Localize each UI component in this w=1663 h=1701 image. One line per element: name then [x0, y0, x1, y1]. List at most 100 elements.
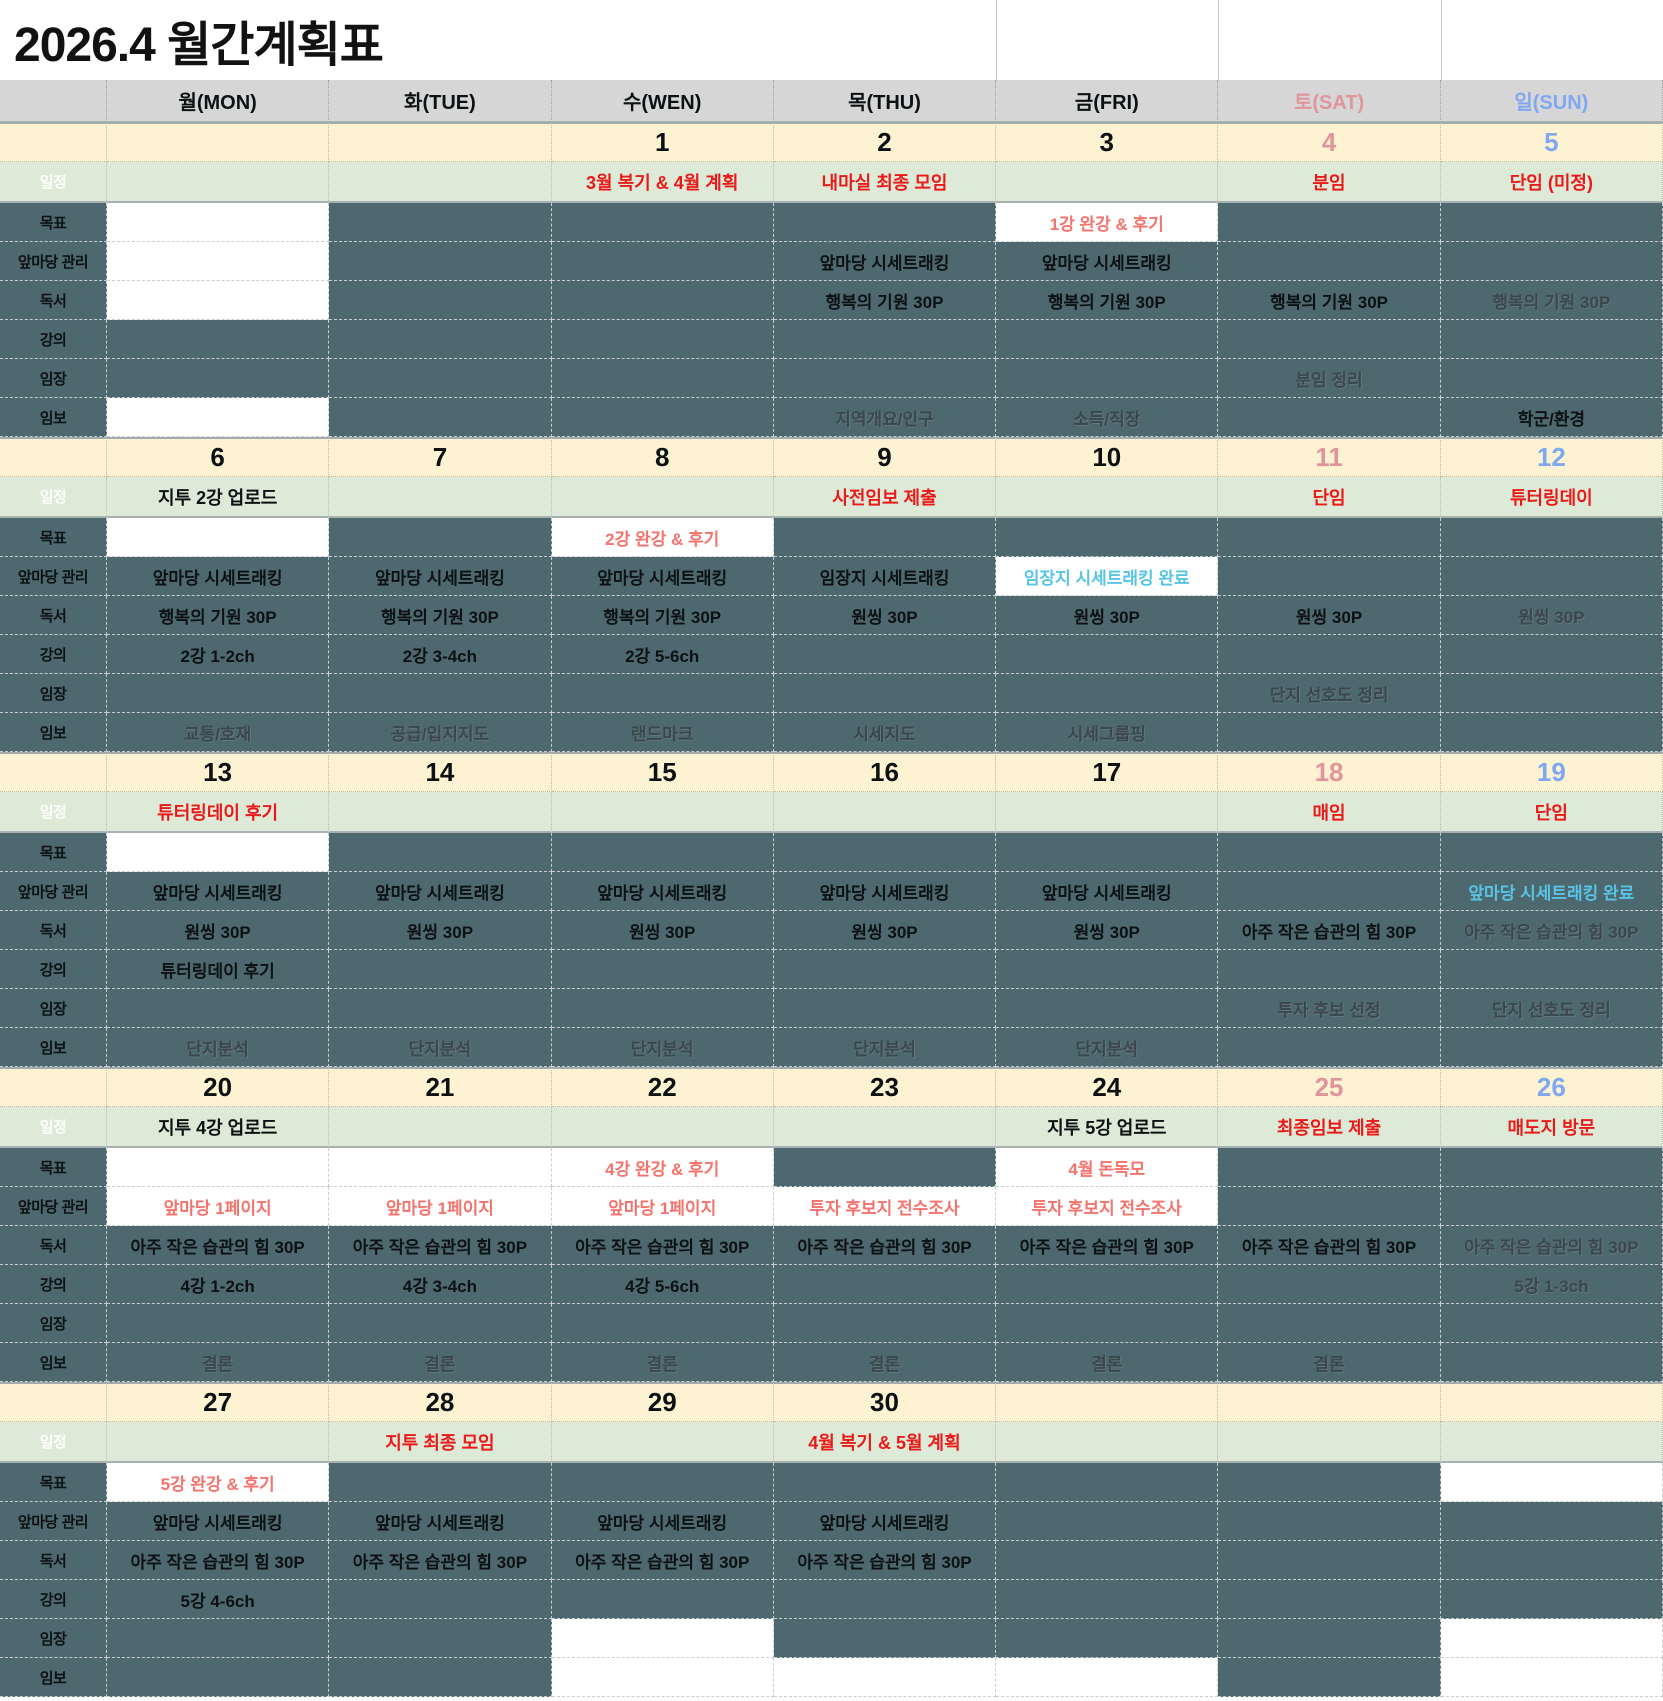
- w4-field-wed[interactable]: [551, 1304, 774, 1343]
- w2-lecture-sat[interactable]: [1218, 635, 1441, 674]
- w1-goal-fri[interactable]: 1강 완강 & 후기: [996, 203, 1219, 242]
- w5-field-mon[interactable]: [107, 1619, 330, 1658]
- w3-reading-tue[interactable]: 원씽 30P: [329, 911, 552, 950]
- w3-goal-wed[interactable]: [551, 833, 774, 872]
- w2-goal-tue[interactable]: [329, 518, 552, 557]
- w4-schedule-sat[interactable]: 최종임보 제출: [1218, 1107, 1441, 1148]
- w2-report-sun[interactable]: [1440, 713, 1663, 752]
- w5-field-thu[interactable]: [773, 1619, 997, 1658]
- w3-report-thu[interactable]: 단지분석: [773, 1028, 997, 1067]
- w1-lecture-tue[interactable]: [329, 320, 552, 359]
- w1-field-sat[interactable]: 분임 정리: [1218, 359, 1441, 398]
- w4-reading-sat[interactable]: 아주 작은 습관의 힘 30P: [1218, 1226, 1441, 1265]
- w5-reading-wed[interactable]: 아주 작은 습관의 힘 30P: [551, 1541, 774, 1580]
- w2-yard-tue[interactable]: 앞마당 시세트래킹: [329, 557, 552, 596]
- w3-schedule-thu[interactable]: [773, 792, 997, 833]
- w1-yard-tue[interactable]: [329, 242, 552, 281]
- w4-goal-thu[interactable]: [773, 1148, 997, 1187]
- w5-field-sat[interactable]: [1218, 1619, 1441, 1658]
- w3-report-sat[interactable]: [1218, 1028, 1441, 1067]
- w2-schedule-sat[interactable]: 단임: [1218, 477, 1441, 518]
- w2-field-thu[interactable]: [773, 674, 997, 713]
- w4-field-fri[interactable]: [996, 1304, 1219, 1343]
- w5-goal-sat[interactable]: [1218, 1463, 1441, 1502]
- w4-report-fri[interactable]: 결론: [996, 1343, 1219, 1382]
- w1-goal-thu[interactable]: [773, 203, 997, 242]
- w1-field-fri[interactable]: [996, 359, 1219, 398]
- w3-report-mon[interactable]: 단지분석: [107, 1028, 330, 1067]
- w4-reading-mon[interactable]: 아주 작은 습관의 힘 30P: [107, 1226, 330, 1265]
- w4-goal-fri[interactable]: 4월 돈독모: [996, 1148, 1219, 1187]
- w5-report-wed[interactable]: [551, 1658, 774, 1697]
- w5-schedule-fri[interactable]: [996, 1422, 1219, 1463]
- w3-schedule-mon[interactable]: 튜터링데이 후기: [107, 792, 330, 833]
- w5-goal-fri[interactable]: [996, 1463, 1219, 1502]
- w3-report-fri[interactable]: 단지분석: [996, 1028, 1219, 1067]
- w5-report-mon[interactable]: [107, 1658, 330, 1697]
- w4-yard-mon[interactable]: 앞마당 1페이지: [107, 1187, 330, 1226]
- w4-lecture-thu[interactable]: [773, 1265, 997, 1304]
- w2-field-mon[interactable]: [107, 674, 330, 713]
- w3-lecture-wed[interactable]: [551, 950, 774, 989]
- w2-reading-mon[interactable]: 행복의 기원 30P: [107, 596, 330, 635]
- w5-schedule-thu[interactable]: 4월 복기 & 5월 계획: [773, 1422, 997, 1463]
- w3-yard-tue[interactable]: 앞마당 시세트래킹: [329, 872, 552, 911]
- w3-field-tue[interactable]: [329, 989, 552, 1028]
- w5-reading-mon[interactable]: 아주 작은 습관의 힘 30P: [107, 1541, 330, 1580]
- w4-yard-sat[interactable]: [1218, 1187, 1441, 1226]
- w1-field-wed[interactable]: [551, 359, 774, 398]
- w2-field-sun[interactable]: [1440, 674, 1663, 713]
- w4-report-wed[interactable]: 결론: [551, 1343, 774, 1382]
- w3-schedule-fri[interactable]: [996, 792, 1219, 833]
- w1-lecture-sat[interactable]: [1218, 320, 1441, 359]
- w5-yard-tue[interactable]: 앞마당 시세트래킹: [329, 1502, 552, 1541]
- w3-report-tue[interactable]: 단지분석: [329, 1028, 552, 1067]
- w2-lecture-thu[interactable]: [773, 635, 997, 674]
- w4-yard-sun[interactable]: [1440, 1187, 1663, 1226]
- w2-lecture-tue[interactable]: 2강 3-4ch: [329, 635, 552, 674]
- w2-report-sat[interactable]: [1218, 713, 1441, 752]
- w1-report-wed[interactable]: [551, 398, 774, 437]
- w5-lecture-sat[interactable]: [1218, 1580, 1441, 1619]
- w5-report-fri[interactable]: [996, 1658, 1219, 1697]
- w3-reading-fri[interactable]: 원씽 30P: [996, 911, 1219, 950]
- w5-report-sat[interactable]: [1218, 1658, 1441, 1697]
- w5-goal-mon[interactable]: 5강 완강 & 후기: [107, 1463, 330, 1502]
- w4-goal-tue[interactable]: [329, 1148, 552, 1187]
- w1-report-mon[interactable]: [107, 398, 330, 437]
- w2-report-tue[interactable]: 공급/입지지도: [329, 713, 552, 752]
- w5-lecture-mon[interactable]: 5강 4-6ch: [107, 1580, 330, 1619]
- w3-report-sun[interactable]: [1440, 1028, 1663, 1067]
- w3-yard-mon[interactable]: 앞마당 시세트래킹: [107, 872, 330, 911]
- w1-field-thu[interactable]: [773, 359, 997, 398]
- w1-yard-sun[interactable]: [1440, 242, 1663, 281]
- w3-goal-mon[interactable]: [107, 833, 330, 872]
- w2-reading-sat[interactable]: 원씽 30P: [1218, 596, 1441, 635]
- w5-lecture-sun[interactable]: [1440, 1580, 1663, 1619]
- w3-yard-fri[interactable]: 앞마당 시세트래킹: [996, 872, 1219, 911]
- w2-field-fri[interactable]: [996, 674, 1219, 713]
- w5-lecture-tue[interactable]: [329, 1580, 552, 1619]
- w5-goal-wed[interactable]: [551, 1463, 774, 1502]
- w5-report-tue[interactable]: [329, 1658, 552, 1697]
- w4-report-mon[interactable]: 결론: [107, 1343, 330, 1382]
- w5-reading-tue[interactable]: 아주 작은 습관의 힘 30P: [329, 1541, 552, 1580]
- w3-reading-sat[interactable]: 아주 작은 습관의 힘 30P: [1218, 911, 1441, 950]
- w3-field-mon[interactable]: [107, 989, 330, 1028]
- w5-yard-sat[interactable]: [1218, 1502, 1441, 1541]
- w1-yard-mon[interactable]: [107, 242, 330, 281]
- w2-goal-sun[interactable]: [1440, 518, 1663, 557]
- w3-field-wed[interactable]: [551, 989, 774, 1028]
- w1-report-fri[interactable]: 소득/직장: [996, 398, 1219, 437]
- w5-goal-sun[interactable]: [1440, 1463, 1663, 1502]
- w1-lecture-sun[interactable]: [1440, 320, 1663, 359]
- w2-reading-fri[interactable]: 원씽 30P: [996, 596, 1219, 635]
- w5-yard-mon[interactable]: 앞마당 시세트래킹: [107, 1502, 330, 1541]
- w5-lecture-wed[interactable]: [551, 1580, 774, 1619]
- w5-schedule-mon[interactable]: [107, 1422, 330, 1463]
- w4-goal-mon[interactable]: [107, 1148, 330, 1187]
- w2-reading-wed[interactable]: 행복의 기원 30P: [551, 596, 774, 635]
- w4-report-thu[interactable]: 결론: [773, 1343, 997, 1382]
- w3-lecture-thu[interactable]: [773, 950, 997, 989]
- w4-reading-sun[interactable]: 아주 작은 습관의 힘 30P: [1440, 1226, 1663, 1265]
